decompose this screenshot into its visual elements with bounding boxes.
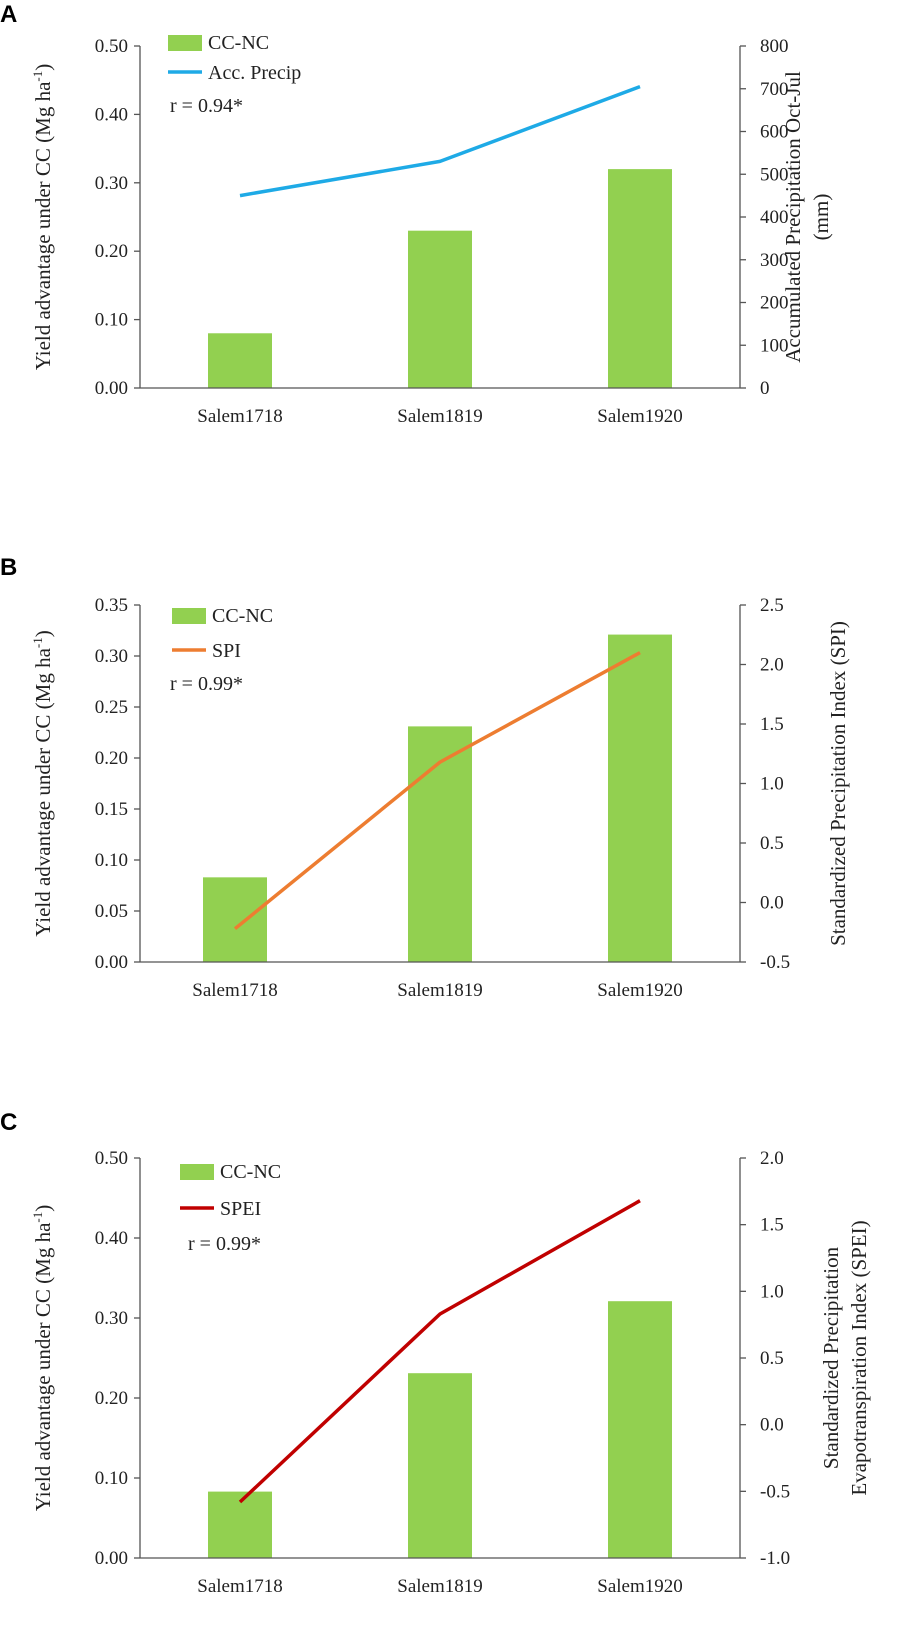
y-left-title-sup: -1: [30, 1212, 45, 1223]
y-right-tick-label: 1.0: [760, 1281, 784, 1302]
y-right-tick-label: 0: [760, 378, 770, 399]
x-tick-label: Salem1920: [597, 1576, 683, 1597]
x-tick-label: Salem1819: [397, 406, 483, 427]
y-left-tick-label: 0.10: [95, 850, 128, 871]
bar-salem1819: [408, 1373, 472, 1558]
legend-label-line: Acc. Precip: [208, 62, 301, 84]
panel-letter: A: [0, 1, 17, 28]
y-left-title-close: ): [31, 1205, 55, 1212]
y-left-tick-label: 0.30: [95, 173, 128, 194]
y-right-tick-label: 200: [760, 293, 789, 314]
y-left-tick-label: 0.20: [95, 748, 128, 769]
legend-label-bar: CC-NC: [220, 1161, 281, 1183]
legend-swatch-bar: [180, 1164, 214, 1180]
x-tick-label: Salem1920: [597, 980, 683, 1001]
y-right-tick-label: 800: [760, 36, 789, 57]
y-left-title: Yield advantage under CC (Mg ha-1): [30, 64, 55, 371]
correlation-annotation: r = 0.99*: [188, 1233, 261, 1255]
y-left-title: Yield advantage under CC (Mg ha-1): [30, 1205, 55, 1512]
y-left-tick-label: 0.40: [95, 1228, 128, 1249]
y-left-title-main: Yield advantage under CC (Mg ha: [31, 647, 55, 936]
x-tick-label: Salem1718: [197, 406, 283, 427]
y-left-tick-label: 0.05: [95, 901, 128, 922]
y-left-tick-label: 0.10: [95, 1468, 128, 1489]
correlation-annotation: r = 0.99*: [170, 673, 243, 695]
y-left-tick-label: 0.20: [95, 241, 128, 262]
y-right-tick-label: 2.0: [760, 1148, 784, 1169]
y-left-title-main: Yield advantage under CC (Mg ha: [31, 81, 55, 370]
bar-salem1920: [608, 169, 672, 388]
y-right-tick-label: 500: [760, 164, 789, 185]
y-right-tick-label: 1.5: [760, 714, 784, 735]
bar-salem1920: [608, 634, 672, 962]
y-left-tick-label: 0.50: [95, 1148, 128, 1169]
y-right-title-line: Evapotranspiration Index (SPEI): [847, 1220, 871, 1495]
y-left-title-close: ): [31, 64, 55, 71]
y-left-tick-label: 0.00: [95, 952, 128, 973]
y-left-tick-label: 0.35: [95, 595, 128, 616]
y-left-tick-label: 0.30: [95, 646, 128, 667]
y-right-tick-label: 0.0: [760, 893, 784, 914]
x-tick-label: Salem1718: [192, 980, 278, 1001]
y-right-tick-label: -0.5: [760, 952, 790, 973]
legend-label-bar: CC-NC: [212, 605, 273, 627]
x-tick-label: Salem1819: [397, 980, 483, 1001]
panel-a: A 0.00 0.10 0.20 0.30 0.40 0.50 0 100 200 300 400 50…: [0, 1, 833, 427]
legend-label-line: SPEI: [220, 1198, 261, 1220]
y-right-tick-label: 400: [760, 207, 789, 228]
bar-salem1718: [208, 333, 272, 388]
y-left-title-sup: -1: [30, 71, 45, 82]
y-left-tick-label: 0.15: [95, 799, 128, 820]
legend-swatch-bar: [168, 35, 202, 51]
y-right-title-line: Accumulated Precipitation Oct-Jul: [781, 71, 805, 363]
panel-b: B 0.00 0.05 0.10 0.15 0.20 0.25 0.30 0.35 -0.5 0.0…: [0, 554, 850, 1001]
line-acc-precip: [239, 84, 641, 198]
y-right-tick-label: 1.0: [760, 774, 784, 795]
y-right-tick-label: 1.5: [760, 1215, 784, 1236]
y-left-tick-label: 0.00: [95, 1548, 128, 1569]
y-left-title-close: ): [31, 630, 55, 637]
y-left-tick-label: 0.25: [95, 697, 128, 718]
bar-salem1819: [408, 726, 472, 962]
x-tick-label: Salem1819: [397, 1576, 483, 1597]
x-tick-label: Salem1718: [197, 1576, 283, 1597]
y-right-title-line: (mm): [809, 194, 833, 241]
y-right-tick-label: 0.5: [760, 1348, 784, 1369]
y-right-tick-label: 100: [760, 335, 789, 356]
y-left-tick-label: 0.30: [95, 1308, 128, 1329]
panel-c: C 0.00 0.10 0.20 0.30 0.40 0.50 -1.0 -0.5 0.0 0.5 1…: [0, 1109, 871, 1597]
y-right-title-line: Standardized Precipitation Index (SPI): [826, 621, 850, 946]
y-right-title-line: Standardized Precipitation: [819, 1246, 843, 1469]
x-tick-label: Salem1920: [597, 406, 683, 427]
y-right-tick-label: -0.5: [760, 1481, 790, 1502]
bar-salem1920: [608, 1301, 672, 1558]
y-left-title-sup: -1: [30, 637, 45, 648]
y-left-title: Yield advantage under CC (Mg ha-1): [30, 630, 55, 937]
y-right-tick-label: 0.0: [760, 1415, 784, 1436]
correlation-annotation: r = 0.94*: [170, 95, 243, 117]
y-right-tick-label: 700: [760, 79, 789, 100]
y-right-tick-label: -1.0: [760, 1548, 790, 1569]
legend-swatch-bar: [172, 608, 206, 624]
legend-label-bar: CC-NC: [208, 32, 269, 54]
bar-salem1819: [408, 230, 472, 388]
y-right-tick-label: 2.0: [760, 655, 784, 676]
y-right-tick-label: 0.5: [760, 833, 784, 854]
panel-letter: B: [0, 554, 17, 581]
legend-label-line: SPI: [212, 640, 241, 662]
y-right-tick-label: 600: [760, 122, 789, 143]
y-left-title-main: Yield advantage under CC (Mg ha: [31, 1222, 55, 1511]
y-left-tick-label: 0.10: [95, 310, 128, 331]
bar-salem1718: [208, 1491, 272, 1558]
y-right-tick-label: 2.5: [760, 595, 784, 616]
y-left-tick-label: 0.50: [95, 36, 128, 57]
y-right-tick-label: 300: [760, 250, 789, 271]
bar-salem1718: [203, 877, 267, 962]
y-left-tick-label: 0.20: [95, 1388, 128, 1409]
panel-letter: C: [0, 1109, 17, 1136]
y-left-tick-label: 0.00: [95, 378, 128, 399]
y-left-tick-label: 0.40: [95, 104, 128, 125]
